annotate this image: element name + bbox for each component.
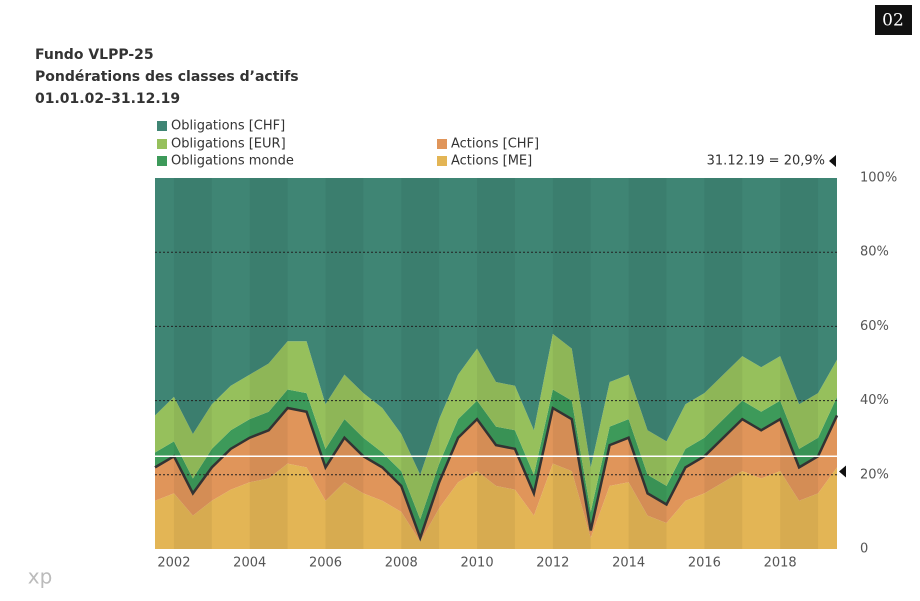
y-tick-label: 60%	[860, 319, 889, 334]
x-tick-label: 2010	[461, 556, 494, 571]
chart-subtitle: Pondérations des classes d’actifs	[35, 69, 299, 85]
x-tick-label: 2008	[385, 556, 418, 571]
legend-label: Actions [ME]	[451, 154, 532, 169]
logo: xp	[28, 565, 53, 589]
x-tick-label: 2014	[612, 556, 645, 571]
annotation-marker	[839, 465, 846, 478]
x-tick-label: 2002	[157, 556, 190, 571]
x-tick-label: 2016	[688, 556, 721, 571]
equity-line	[154, 406, 839, 542]
legend-swatch	[437, 156, 447, 166]
legend-swatch	[437, 139, 447, 149]
y-tick-label: 20%	[860, 467, 889, 482]
year-stripe	[477, 178, 515, 549]
year-stripe	[325, 178, 364, 549]
year-stripe	[628, 178, 667, 549]
y-tick-label: 100%	[860, 171, 897, 186]
area	[155, 389, 837, 538]
area	[155, 463, 837, 549]
y-tick-label: 40%	[860, 393, 889, 408]
y-tick-label: 0	[860, 542, 868, 557]
year-stripe	[780, 178, 819, 549]
x-tick-label: 2018	[764, 556, 797, 571]
year-stripe	[704, 178, 743, 549]
badge-box	[875, 5, 912, 35]
x-tick-label: 2004	[233, 556, 266, 571]
badge: 02	[882, 11, 904, 31]
chart-title: Fundo VLPP-25	[35, 47, 154, 63]
annotation-label: 31.12.19 = 20,9%	[707, 154, 825, 169]
legend-swatch	[157, 121, 167, 131]
year-stripe	[173, 178, 212, 549]
y-tick-label: 80%	[860, 245, 889, 260]
year-stripe	[249, 178, 288, 549]
x-tick-label: 2006	[309, 556, 342, 571]
legend-label: Obligations [EUR]	[171, 137, 286, 152]
legend-label: Obligations [CHF]	[171, 119, 285, 134]
year-stripe	[401, 178, 440, 549]
annotation-pointer	[829, 155, 836, 167]
legend-swatch	[157, 156, 167, 166]
period: 01.01.02–31.12.19	[35, 91, 180, 107]
legend-label: Actions [CHF]	[451, 137, 539, 152]
area	[155, 333, 837, 520]
x-tick-label: 2012	[536, 556, 569, 571]
legend-label: Obligations monde	[171, 154, 294, 169]
legend-swatch	[157, 139, 167, 149]
